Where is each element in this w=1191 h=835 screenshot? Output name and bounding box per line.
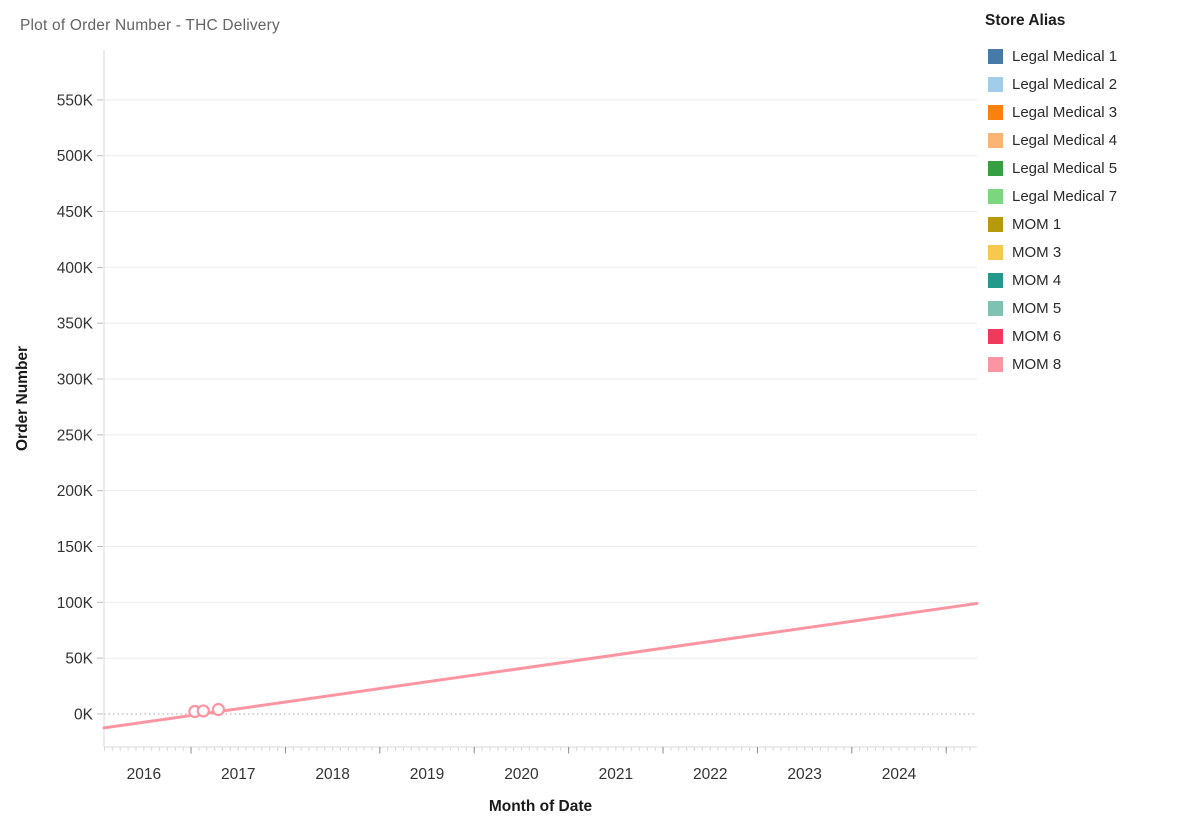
y-tick-label: 100K — [57, 595, 94, 612]
legend-title: Store Alias — [985, 12, 1066, 29]
legend-item-legal-medical-2[interactable]: Legal Medical 2 — [985, 70, 1185, 98]
legend-item-mom-4[interactable]: MOM 4 — [985, 266, 1185, 294]
x-tick-label: 2023 — [787, 766, 821, 783]
y-tick-label: 300K — [57, 372, 94, 389]
legend: Store Alias Legal Medical 1 Legal Medical… — [985, 12, 1185, 378]
legend-swatch-icon — [988, 300, 1003, 316]
data-point-marker[interactable] — [211, 702, 226, 717]
legend-item-mom-5[interactable]: MOM 5 — [985, 294, 1185, 322]
legend-item-label: MOM 6 — [1012, 327, 1062, 345]
chart-title: Plot of Order Number - THC Delivery — [20, 17, 280, 34]
x-tick-label: 2016 — [127, 766, 161, 783]
legend-swatch-icon — [988, 328, 1003, 344]
legend-item-mom-6[interactable]: MOM 6 — [985, 322, 1185, 350]
x-axis-title: Month of Date — [488, 798, 593, 815]
y-tick-label: 450K — [57, 204, 94, 221]
y-tick-label: 150K — [57, 539, 94, 556]
legend-item-label: MOM 8 — [1012, 355, 1062, 373]
legend-item-legal-medical-3[interactable]: Legal Medical 3 — [985, 98, 1185, 126]
legend-item-label: Legal Medical 1 — [1012, 47, 1118, 65]
legend-swatch-icon — [988, 76, 1003, 92]
legend-item-legal-medical-4[interactable]: Legal Medical 4 — [985, 126, 1185, 154]
y-tick-label: 0K — [74, 706, 94, 723]
y-tick-label: 50K — [65, 651, 93, 668]
x-tick-label: 2019 — [410, 766, 444, 783]
x-tick-label: 2020 — [504, 766, 539, 783]
legend-item-legal-medical-7[interactable]: Legal Medical 7 — [985, 182, 1185, 210]
legend-swatch-icon — [988, 132, 1003, 148]
legend-item-label: Legal Medical 5 — [1012, 159, 1118, 177]
y-tick-label: 400K — [57, 260, 94, 277]
legend-items: Legal Medical 1 Legal Medical 2 Legal Medi… — [985, 42, 1185, 378]
legend-item-label: MOM 4 — [1012, 271, 1062, 289]
y-tick-label: 200K — [57, 483, 94, 500]
legend-swatch-icon — [988, 160, 1003, 176]
legend-item-label: MOM 5 — [1012, 299, 1062, 317]
legend-swatch-icon — [988, 188, 1003, 204]
legend-swatch-icon — [988, 216, 1003, 232]
legend-swatch-icon — [988, 104, 1003, 120]
x-tick-label: 2017 — [221, 766, 255, 783]
x-tick-label: 2021 — [599, 766, 633, 783]
legend-item-label: Legal Medical 3 — [1012, 103, 1118, 121]
y-tick-label: 550K — [57, 92, 94, 109]
legend-swatch-icon — [988, 244, 1003, 260]
data-point-marker[interactable] — [196, 704, 210, 718]
legend-swatch-icon — [988, 48, 1003, 64]
y-tick-label: 500K — [57, 148, 94, 165]
legend-item-label: MOM 3 — [1012, 243, 1062, 261]
legend-item-label: Legal Medical 4 — [1012, 131, 1118, 149]
legend-item-label: Legal Medical 2 — [1012, 75, 1118, 93]
legend-swatch-icon — [988, 356, 1003, 372]
legend-item-mom-8[interactable]: MOM 8 — [985, 350, 1185, 378]
y-axis-title: Order Number — [14, 345, 31, 452]
legend-item-label: Legal Medical 7 — [1012, 187, 1118, 205]
legend-item-legal-medical-1[interactable]: Legal Medical 1 — [985, 42, 1185, 70]
y-tick-label: 350K — [57, 316, 94, 333]
x-tick-label: 2022 — [693, 766, 727, 783]
legend-item-label: MOM 1 — [1012, 215, 1062, 233]
legend-item-mom-3[interactable]: MOM 3 — [985, 238, 1185, 266]
y-tick-label: 250K — [57, 427, 94, 444]
trend-line-mom-8 — [102, 601, 979, 730]
legend-item-mom-1[interactable]: MOM 1 — [985, 210, 1185, 238]
legend-swatch-icon — [988, 272, 1003, 288]
legend-item-legal-medical-5[interactable]: Legal Medical 5 — [985, 154, 1185, 182]
x-tick-label: 2018 — [315, 766, 349, 783]
x-tick-label: 2024 — [882, 766, 917, 783]
